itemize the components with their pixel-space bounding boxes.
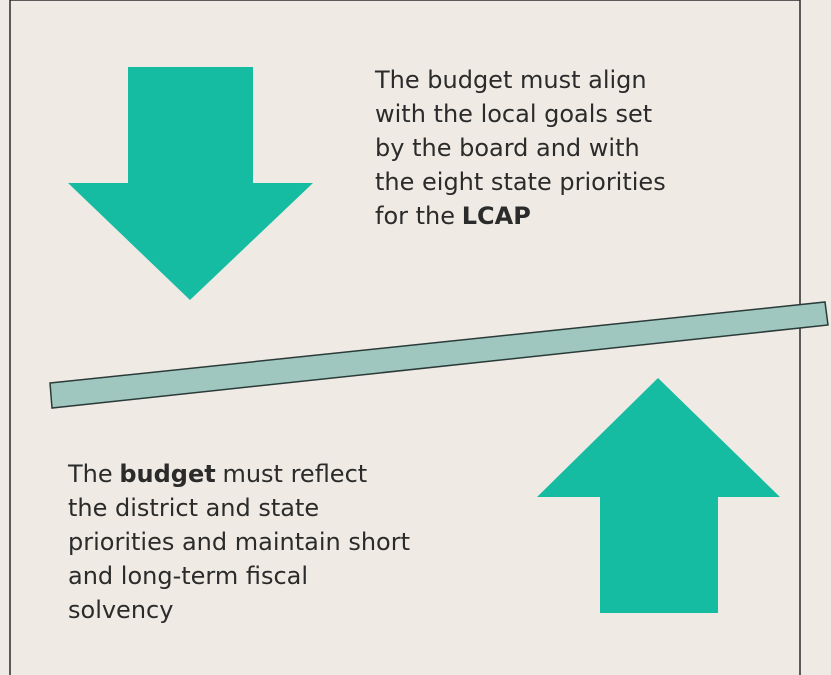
- text-line: for the LCAP: [375, 199, 666, 233]
- text-line: The budget must reflect: [68, 457, 410, 491]
- bold-text: budget: [119, 460, 216, 488]
- top-note: The budget must align with the local goal…: [375, 63, 666, 233]
- text: priorities and maintain short: [68, 528, 411, 556]
- text: The: [68, 460, 113, 488]
- text: and long-term fiscal: [68, 562, 309, 590]
- text-line: The budget must align: [375, 63, 666, 97]
- text: by the board and with: [375, 134, 640, 162]
- text: solvency: [68, 596, 174, 624]
- text-line: by the board and with: [375, 131, 666, 165]
- text: the eight state priorities: [375, 168, 666, 196]
- down-arrow: [68, 67, 313, 300]
- text-line: solvency: [68, 593, 410, 627]
- bold-text: LCAP: [461, 202, 531, 230]
- text: the district and state: [68, 494, 320, 522]
- text-line: priorities and maintain short: [68, 525, 410, 559]
- text: The budget must align: [375, 66, 647, 94]
- text-line: the eight state priorities: [375, 165, 666, 199]
- bottom-note: The budget must reflect the district and st…: [68, 457, 410, 627]
- up-arrow: [537, 378, 780, 613]
- frame: [9, 0, 801, 675]
- text: for the: [375, 202, 456, 230]
- text: with the local goals set: [375, 100, 653, 128]
- text: must reflect: [222, 460, 368, 488]
- text-line: and long-term fiscal: [68, 559, 410, 593]
- text-line: with the local goals set: [375, 97, 666, 131]
- text-line: the district and state: [68, 491, 410, 525]
- balance-bar: [49, 301, 829, 409]
